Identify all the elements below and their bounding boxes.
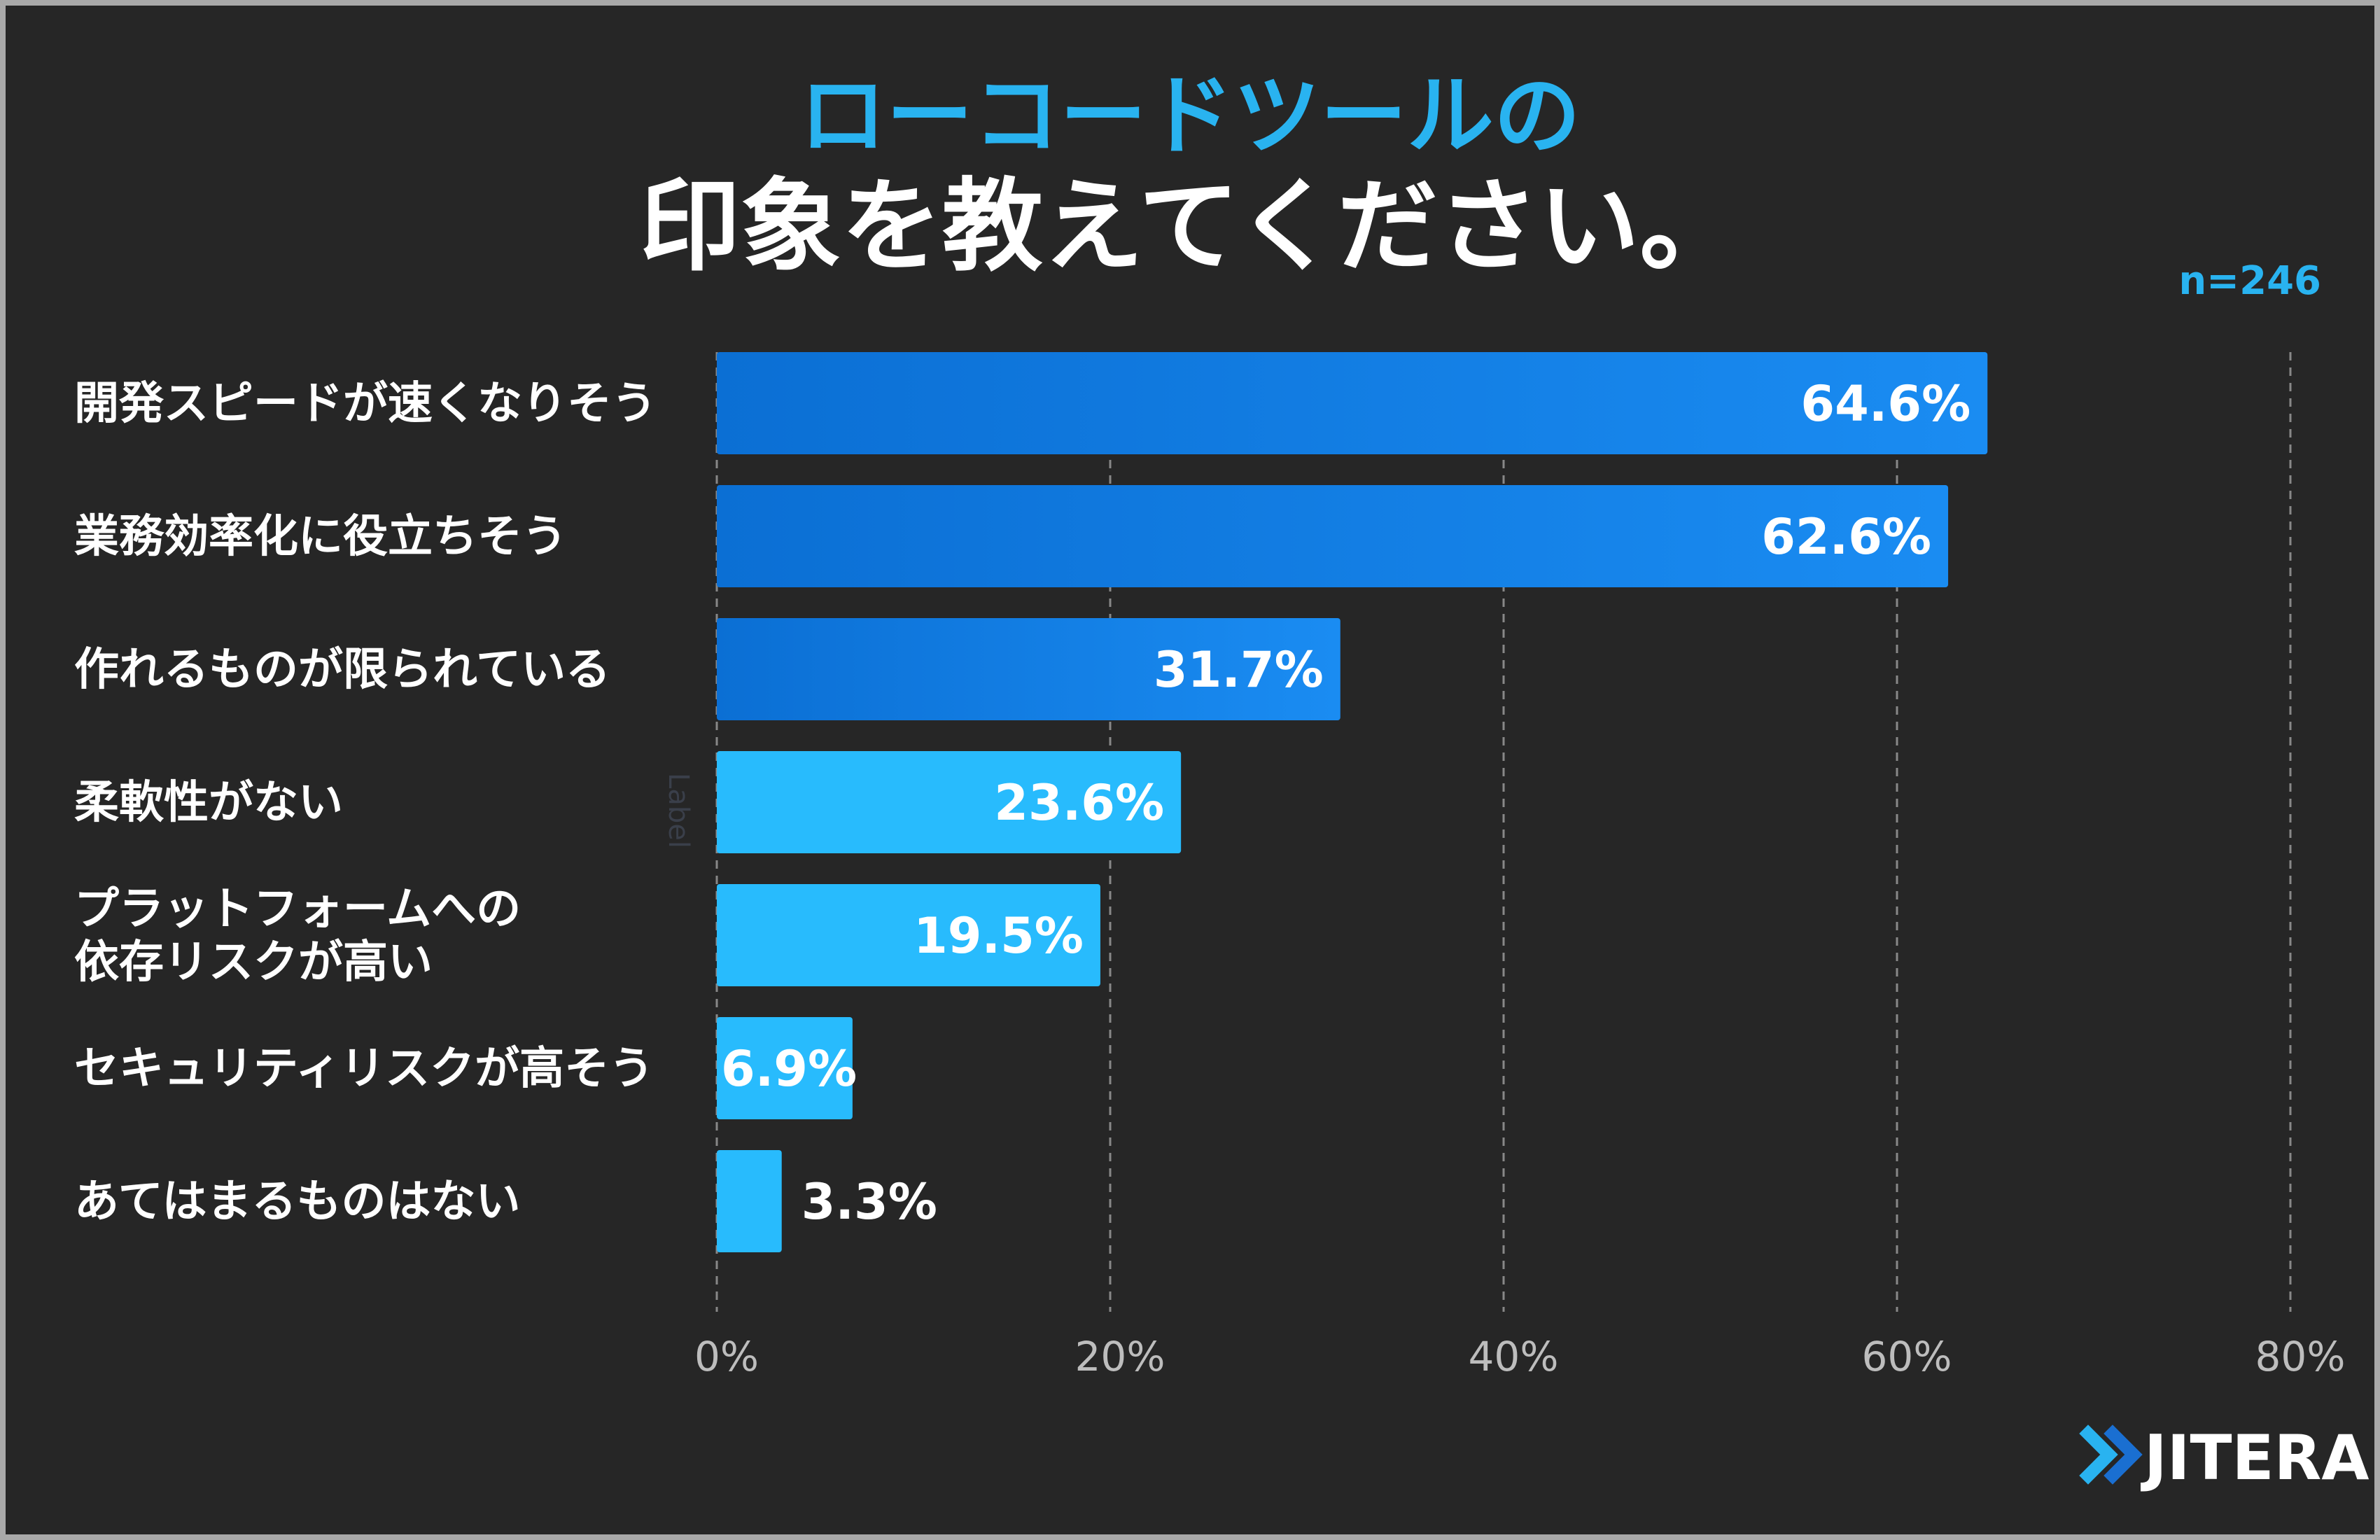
- x-tick-label: 60%: [1862, 1333, 1952, 1380]
- category-label: 柔軟性がない: [74, 777, 343, 829]
- bar-chart: ローコードツールの 印象を教えてください。 n=246 Label 64.6%6…: [74, 66, 2370, 1494]
- bar: [717, 1150, 782, 1252]
- category-label: 業務効率化に役立ちそう: [74, 511, 567, 563]
- data-label: 19.5%: [913, 907, 1084, 965]
- chart-frame: ローコードツールの 印象を教えてください。 n=246 Label 64.6% 6…: [6, 6, 2374, 1534]
- data-label: 62.6%: [1761, 508, 1931, 566]
- bar: [717, 352, 1988, 454]
- double-chevron-icon: [2079, 1424, 2143, 1485]
- data-label: 64.6%: [1800, 375, 1970, 433]
- x-tick-label: 80%: [2255, 1333, 2346, 1380]
- category-label: あてはまるものはない: [74, 1176, 520, 1228]
- x-tick-label: 40%: [1469, 1333, 1559, 1380]
- bar: [717, 1017, 853, 1119]
- category-label: 開発スピードが速くなりそう: [74, 378, 657, 430]
- chart-title-line2: 印象を教えてください。: [640, 167, 1740, 285]
- logo-text: JITERA: [2141, 1422, 2370, 1494]
- x-tick-label: 20%: [1075, 1333, 1166, 1380]
- bar: [717, 485, 1949, 587]
- data-label: 31.7%: [1154, 641, 1324, 699]
- category-label: セキュリティリスクが高そう: [74, 1043, 654, 1095]
- bar: [717, 618, 1340, 720]
- x-tick-label: 0%: [694, 1333, 759, 1380]
- category-labels: 開発スピードが速くなりそう業務効率化に役立ちそう作れるものが限られている柔軟性が…: [74, 378, 657, 1228]
- x-axis-ticks: 0% 20% 40% 60% 80%: [694, 1333, 2345, 1380]
- bar: [717, 884, 1100, 986]
- y-axis-label: Label: [662, 773, 694, 848]
- bar: [717, 751, 1182, 853]
- chart-title-line1: ローコードツールの: [799, 66, 1581, 167]
- jitera-logo: JITERA: [2079, 1422, 2370, 1494]
- bars-layer: 64.6% 62.6% 31.7% 23.6% 19.5% 6.9% 3.3%: [717, 352, 1988, 1252]
- data-label: 3.3%: [802, 1173, 937, 1231]
- category-label: 作れるものが限られている: [74, 644, 610, 696]
- data-label: 23.6%: [994, 774, 1164, 832]
- category-label: プラットフォームへの依存リスクが高い: [74, 883, 521, 988]
- sample-size-label: n=246: [2178, 258, 2321, 304]
- data-label: 6.9%: [721, 1040, 857, 1098]
